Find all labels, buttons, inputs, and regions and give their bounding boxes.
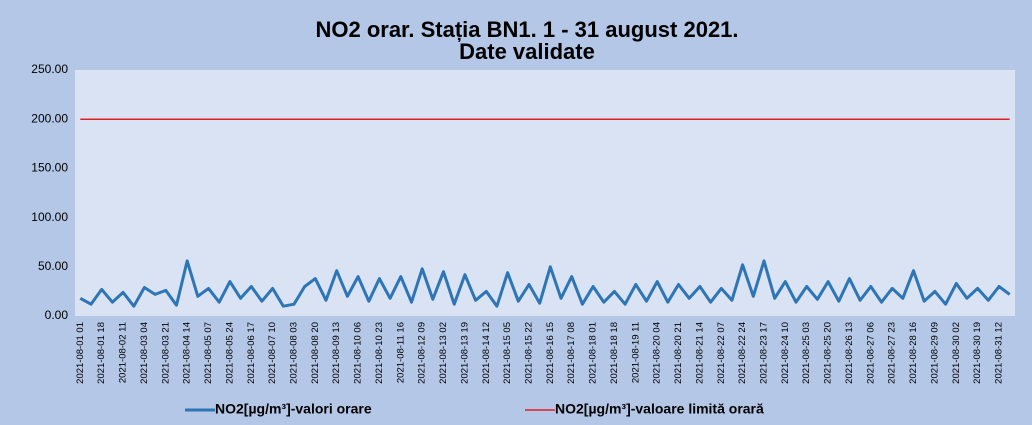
x-tick-label: 2021-08-19 11 [630,322,641,383]
x-tick-label: 2021-08-02 11 [118,322,129,383]
x-tick-label: 2021-08-24 10 [780,322,791,384]
x-tick-label: 2021-08-08 03 [288,322,299,384]
x-tick-label: 2021-08-12 09 [417,322,428,384]
x-tick-label: 2021-08-10 06 [353,322,364,384]
y-tick-label: 50.00 [38,259,68,273]
x-tick-label: 2021-08-17 08 [566,322,577,384]
y-tick-label: 200.00 [31,111,68,125]
x-tick-label: 2021-08-05 24 [224,322,235,384]
x-tick-label: 2021-08-03 21 [160,322,171,384]
x-tick-label: 2021-08-10 23 [374,322,385,384]
legend-label: NO2[µg/m³]-valoare limită orară [555,401,764,417]
x-tick-label: 2021-08-04 14 [182,322,193,384]
x-tick-label: 2021-08-11 16 [395,322,406,383]
plot-area [75,70,1015,316]
x-tick-label: 2021-08-22 07 [716,322,727,384]
legend-label: NO2[µg/m³]-valori orare [215,401,372,417]
x-tick-label: 2021-08-28 16 [908,322,919,384]
x-tick-label: 2021-08-21 14 [694,322,705,384]
x-tick-label: 2021-08-15 22 [523,322,534,384]
x-tick-label: 2021-08-03 04 [139,322,150,384]
y-tick-label: 150.00 [31,161,68,175]
y-tick-label: 100.00 [31,210,68,224]
chart-title: Date validate [459,39,595,64]
series-line [79,259,1011,308]
x-tick-label: 2021-08-29 09 [929,322,940,384]
x-tick-label: 2021-08-08 20 [310,322,321,384]
x-tick-label: 2021-08-14 12 [481,322,492,384]
x-tick-label: 2021-08-01 18 [96,322,107,384]
x-tick-label: 2021-08-25 03 [801,322,812,384]
x-tick-label: 2021-08-30 02 [951,322,962,384]
x-tick-label: 2021-08-30 19 [972,322,983,384]
y-tick-label: 250.00 [31,62,68,76]
x-tick-label: 2021-08-27 23 [887,322,898,384]
x-tick-label: 2021-08-13 19 [459,322,470,384]
y-tick-label: 0.00 [45,308,69,322]
x-tick-label: 2021-08-15 05 [502,322,513,384]
x-tick-label: 2021-08-18 18 [609,322,620,384]
x-tick-label: 2021-08-07 10 [267,322,278,384]
x-tick-label: 2021-08-22 24 [737,322,748,384]
x-tick-label: 2021-08-27 06 [865,322,876,384]
x-tick-label: 2021-08-18 01 [588,322,599,384]
x-tick-label: 2021-08-06 17 [246,322,257,384]
x-tick-label: 2021-08-23 17 [758,322,769,384]
x-tick-label: 2021-08-01 01 [75,322,86,384]
x-tick-label: 2021-08-25 20 [823,322,834,384]
x-tick-label: 2021-08-20 21 [673,322,684,384]
x-tick-label: 2021-08-05 07 [203,322,214,384]
x-tick-label: 2021-08-26 13 [844,322,855,384]
x-tick-label: 2021-08-31 12 [993,322,1004,384]
x-tick-label: 2021-08-20 04 [652,322,663,384]
x-tick-label: 2021-08-09 13 [331,322,342,384]
x-tick-label: 2021-08-13 02 [438,322,449,384]
chart-title: NO2 orar. Stația BN1. 1 - 31 august 2021… [315,17,738,42]
x-tick-label: 2021-08-16 15 [545,322,556,384]
